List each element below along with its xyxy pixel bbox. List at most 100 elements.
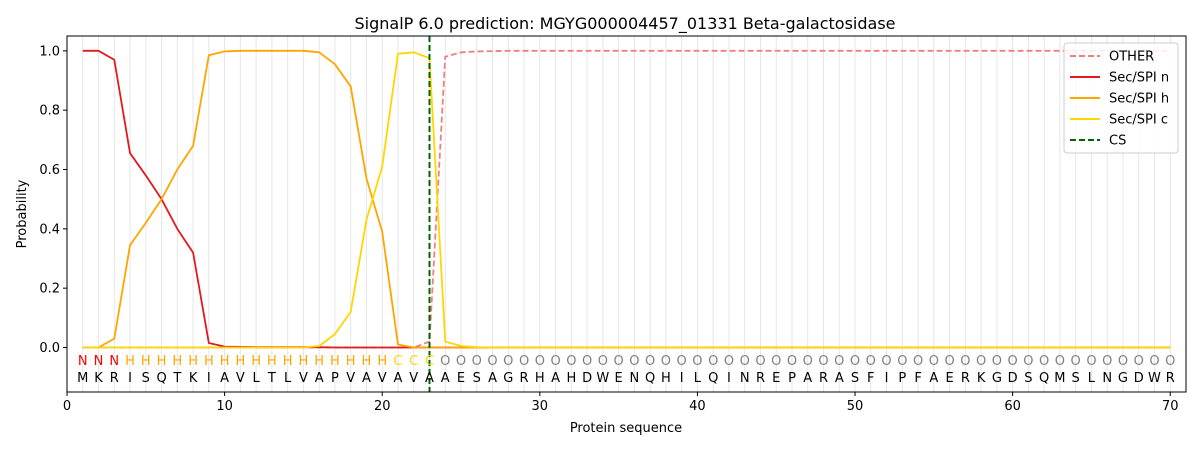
residue-label: E xyxy=(772,371,780,386)
residue-label: S xyxy=(1024,371,1032,386)
residue-label: K xyxy=(189,371,198,386)
region-label: O xyxy=(1039,354,1049,369)
residue-label: H xyxy=(566,371,576,386)
x-tick-label: 70 xyxy=(1162,399,1179,414)
residue-label: H xyxy=(535,371,545,386)
region-label: O xyxy=(740,354,750,369)
x-tick-label: 30 xyxy=(532,399,549,414)
residue-label: R xyxy=(1166,371,1175,386)
region-label: O xyxy=(472,354,482,369)
y-axis-label: Probability xyxy=(15,179,30,248)
residue-label: V xyxy=(378,371,387,386)
x-axis-label: Protein sequence xyxy=(570,421,682,436)
region-label: O xyxy=(1102,354,1112,369)
y-tick-label: 0.8 xyxy=(39,104,60,119)
plot-frame xyxy=(66,35,1187,393)
residue-label: I xyxy=(885,371,889,386)
region-label: O xyxy=(1149,354,1159,369)
residue-label: S xyxy=(1072,371,1080,386)
region-label: O xyxy=(566,354,576,369)
residue-label: R xyxy=(110,371,119,386)
region-label: O xyxy=(834,354,844,369)
residue-label: A xyxy=(394,371,403,386)
residue-label: G xyxy=(503,371,513,386)
region-label: H xyxy=(299,354,309,369)
residue-label: K xyxy=(94,371,103,386)
residue-label: A xyxy=(362,371,371,386)
region-label: O xyxy=(1071,354,1081,369)
region-label: H xyxy=(157,354,167,369)
region-label: H xyxy=(204,354,214,369)
residue-label: L xyxy=(284,371,292,386)
y-tick-label: 1.0 xyxy=(39,44,60,59)
x-axis-ticks: 0 10 20 30 40 50 60 70 xyxy=(63,392,1179,414)
series-line-other xyxy=(82,49,1171,349)
region-label: O xyxy=(677,354,687,369)
region-label: O xyxy=(1118,354,1128,369)
region-label: O xyxy=(1023,354,1033,369)
residue-label: A xyxy=(488,371,497,386)
residue-label: V xyxy=(346,371,355,386)
region-label: H xyxy=(141,354,151,369)
series-line-sec-spi-c xyxy=(82,51,1171,349)
residue-label: Q xyxy=(1039,371,1049,386)
residue-label: A xyxy=(929,371,938,386)
series-layer xyxy=(82,36,1171,392)
region-label: O xyxy=(629,354,639,369)
region-label: H xyxy=(251,354,261,369)
region-label: H xyxy=(377,354,387,369)
region-label: O xyxy=(487,354,497,369)
y-tick-label: 0.6 xyxy=(39,163,60,178)
region-label: O xyxy=(960,354,970,369)
region-label: O xyxy=(440,354,450,369)
residue-label: Q xyxy=(645,371,655,386)
residue-label: S xyxy=(142,371,150,386)
residue-label: P xyxy=(331,371,339,386)
region-label: H xyxy=(362,354,372,369)
region-label: O xyxy=(582,354,592,369)
legend-label: Sec/SPI n xyxy=(1109,71,1169,86)
region-label: C xyxy=(425,354,434,369)
residue-label: R xyxy=(756,371,765,386)
residue-label: W xyxy=(596,371,609,386)
series-line-sec-spi-n xyxy=(82,49,1171,349)
chart-title: SignalP 6.0 prediction: MGYG000004457_01… xyxy=(354,14,895,34)
residue-label: F xyxy=(914,371,921,386)
residue-label: M xyxy=(1054,371,1065,386)
residue-label: N xyxy=(740,371,750,386)
region-label: O xyxy=(1165,354,1175,369)
region-label: O xyxy=(755,354,765,369)
x-tick-label: 40 xyxy=(689,399,706,414)
residue-label: A xyxy=(220,371,229,386)
region-label: H xyxy=(314,354,324,369)
region-label: H xyxy=(330,354,340,369)
region-label: O xyxy=(1086,354,1096,369)
residue-label: S xyxy=(473,371,481,386)
legend: OTHER Sec/SPI n Sec/SPI h Sec/SPI c CS xyxy=(1063,42,1179,154)
region-label: O xyxy=(944,354,954,369)
residue-label: D xyxy=(582,371,592,386)
region-label: N xyxy=(94,354,104,369)
residue-label: P xyxy=(788,371,796,386)
region-label: O xyxy=(708,354,718,369)
region-label: O xyxy=(866,354,876,369)
residue-label: I xyxy=(207,371,211,386)
region-label: O xyxy=(1055,354,1065,369)
residue-label: N xyxy=(630,371,640,386)
region-label: N xyxy=(78,354,88,369)
region-label: O xyxy=(598,354,608,369)
residue-label: D xyxy=(1008,371,1018,386)
residue-label: L xyxy=(253,371,261,386)
region-label: O xyxy=(614,354,624,369)
residue-label: I xyxy=(727,371,731,386)
residue-label: E xyxy=(945,371,953,386)
legend-label: Sec/SPI c xyxy=(1109,113,1168,128)
residue-label: T xyxy=(267,371,276,386)
residue-label: L xyxy=(1088,371,1096,386)
legend-label: Sec/SPI h xyxy=(1109,92,1169,107)
region-label: O xyxy=(992,354,1002,369)
sequence-labels: NMNKNRHIHSHQHTHKHIHAHVHLHTHLHVHAHPHVHAHV… xyxy=(77,354,1175,386)
residue-label: V xyxy=(236,371,245,386)
x-tick-label: 60 xyxy=(1004,399,1021,414)
